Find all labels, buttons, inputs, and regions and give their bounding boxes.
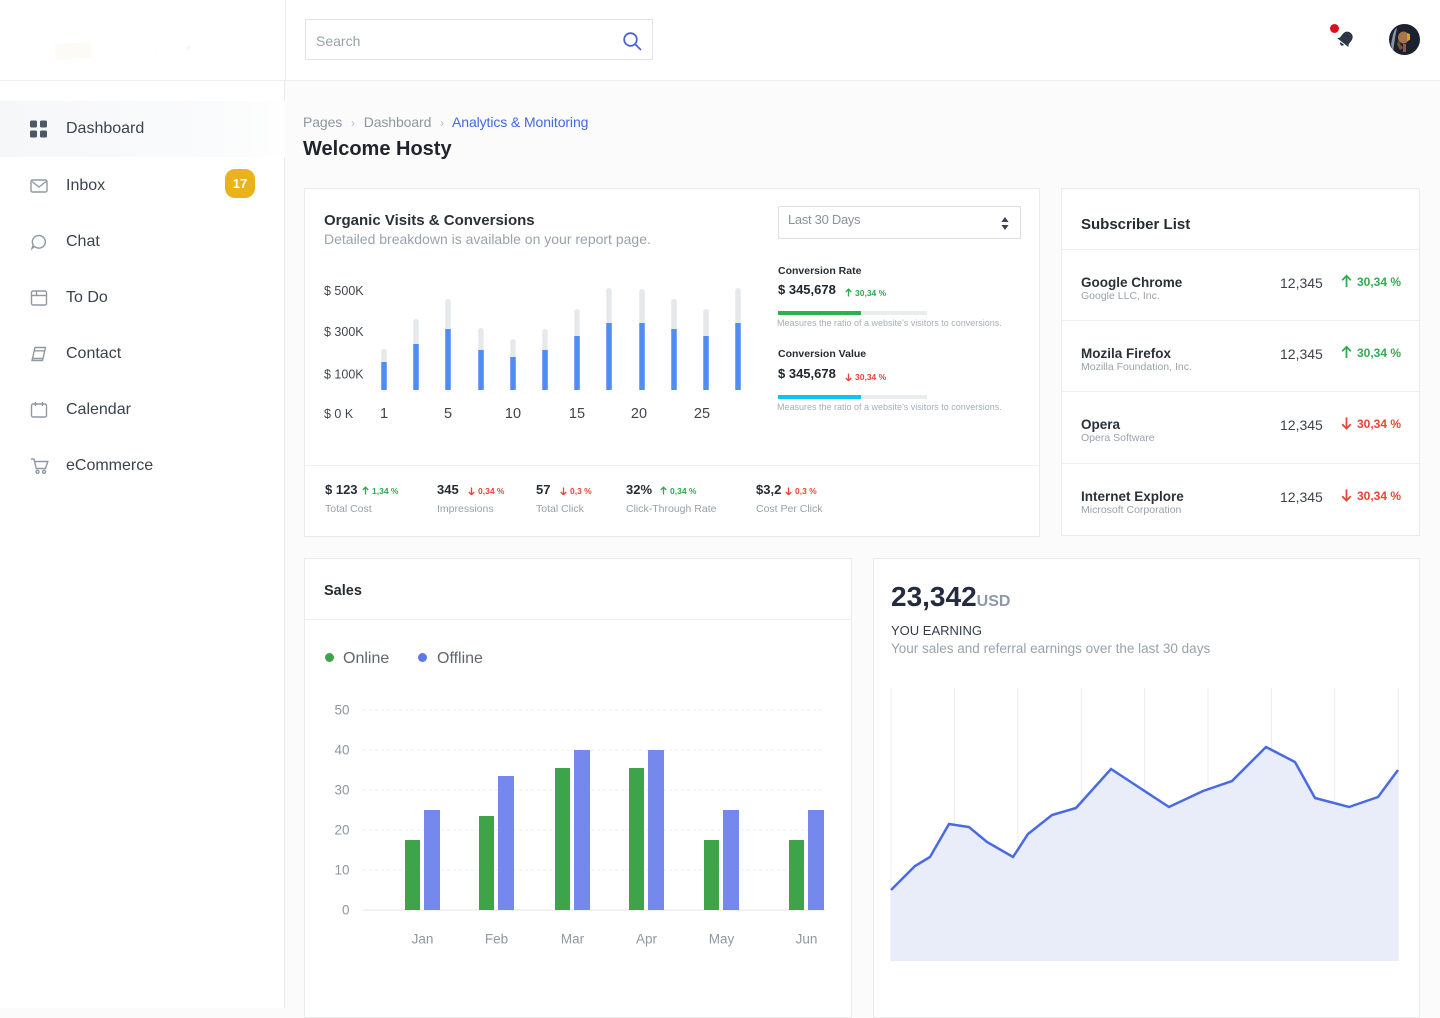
svg-text:30: 30	[334, 783, 349, 798]
svg-text:10: 10	[334, 863, 349, 878]
svg-text:5: 5	[444, 406, 452, 422]
svg-text:1: 1	[380, 406, 388, 422]
svg-text:Feb: Feb	[485, 932, 508, 947]
svg-text:0: 0	[342, 903, 350, 918]
svg-text:May: May	[709, 932, 735, 947]
svg-text:50: 50	[334, 703, 349, 718]
svg-text:Jun: Jun	[796, 932, 818, 947]
svg-text:25: 25	[694, 406, 710, 422]
svg-text:$ 500K: $ 500K	[324, 284, 364, 298]
svg-text:15: 15	[569, 406, 585, 422]
svg-text:Mar: Mar	[561, 932, 585, 947]
svg-text:20: 20	[334, 823, 349, 838]
svg-text:$ 300K: $ 300K	[324, 325, 364, 339]
svg-text:Apr: Apr	[636, 932, 658, 947]
svg-text:20: 20	[631, 406, 647, 422]
svg-text:40: 40	[334, 743, 349, 758]
svg-text:Jan: Jan	[412, 932, 434, 947]
svg-text:10: 10	[505, 406, 521, 422]
svg-text:$ 100K: $ 100K	[324, 368, 364, 382]
svg-text:$ 0 K: $ 0 K	[324, 407, 354, 421]
